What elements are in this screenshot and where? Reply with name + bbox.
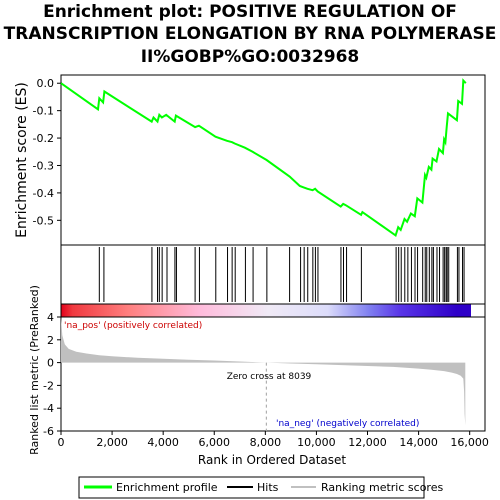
x-tick-label: 8,000 [250, 436, 282, 449]
metric-axis-label: Ranked list metric (PreRanked) [28, 285, 41, 455]
es-y-tick-label: -0.4 [33, 187, 54, 200]
negative-correlation-label: 'na_neg' (negatively correlated) [276, 419, 419, 429]
zero-cross-label: Zero cross at 8039 [227, 372, 312, 382]
es-y-tick-label: -0.2 [33, 132, 54, 145]
metric-plot-frame [60, 316, 486, 432]
hits-panel [60, 244, 486, 305]
x-tick-label: 14,000 [399, 436, 438, 449]
legend-enrichment-label: Enrichment profile [116, 481, 218, 494]
x-tick-label: 12,000 [348, 436, 387, 449]
chart-title-line-2: TRANSCRIPTION ELONGATION BY RNA POLYMERA… [3, 24, 497, 44]
chart-title-line-1: Enrichment plot: POSITIVE REGULATION OF [43, 2, 457, 22]
hits-frame [60, 244, 486, 305]
legend-hits-label: Hits [257, 481, 279, 494]
x-tick-label: 10,000 [297, 436, 336, 449]
x-tick-label: 2,000 [96, 436, 128, 449]
metric-y-tick-label: 2 [47, 334, 54, 347]
metric-y-tick-label: -6 [43, 425, 54, 438]
es-panel: 0.0 -0.1 -0.2 -0.3 -0.4 -0.5 [33, 74, 486, 246]
x-tick-label: 0 [58, 436, 65, 449]
metric-panel: 4 2 0 -2 -4 -6 0 2,000 4,000 6,000 8,000 10,000 12,… [43, 311, 489, 449]
chart-title-line-3: II%GOBP%GO:0032968 [140, 47, 360, 67]
x-tick-label: 6,000 [199, 436, 231, 449]
positive-correlation-label: 'na_pos' (positively correlated) [64, 321, 202, 331]
metric-y-tick-label: 0 [47, 357, 54, 370]
es-y-tick-label: 0.0 [37, 77, 55, 90]
metric-y-tick-label: -4 [43, 402, 54, 415]
es-y-tick-label: -0.1 [33, 105, 54, 118]
es-axis-label: Enrichment score (ES) [14, 82, 30, 238]
metric-y-tick-label: 4 [47, 311, 54, 324]
es-y-tick-label: -0.3 [33, 159, 54, 172]
x-axis-label: Rank in Ordered Dataset [198, 453, 346, 467]
metric-y-tick-label: -2 [43, 379, 54, 392]
x-tick-label: 4,000 [147, 436, 179, 449]
es-plot-frame [60, 74, 486, 246]
x-tick-label: 16,000 [450, 436, 489, 449]
es-y-tick-label: -0.5 [33, 214, 54, 227]
legend-metric-label: Ranking metric scores [321, 481, 443, 494]
ranking-heatmap-bar [61, 304, 471, 317]
enrichment-profile-line [60, 78, 467, 238]
legend: Enrichment profile Hits Ranking metric s… [78, 476, 443, 499]
